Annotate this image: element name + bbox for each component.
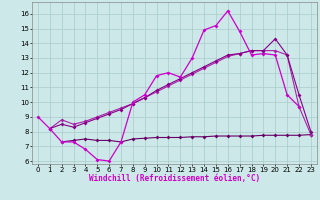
X-axis label: Windchill (Refroidissement éolien,°C): Windchill (Refroidissement éolien,°C)	[89, 174, 260, 183]
